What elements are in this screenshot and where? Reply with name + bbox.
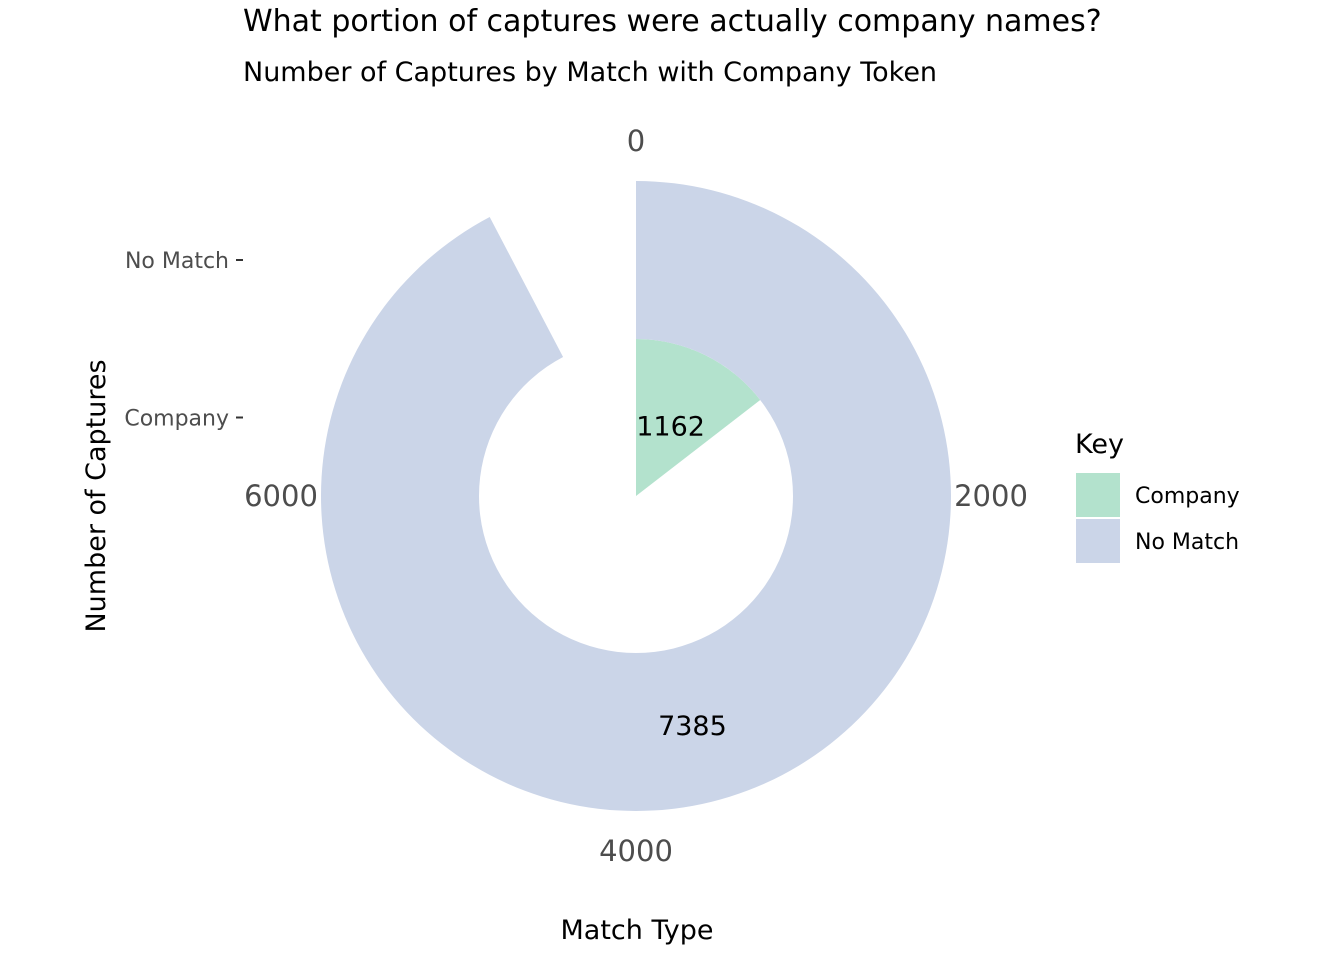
legend-label-company: Company bbox=[1135, 484, 1240, 509]
slice-company bbox=[636, 339, 761, 496]
radial-tick-label-2000: 2000 bbox=[954, 479, 1028, 513]
radial-tick-label-4000: 4000 bbox=[599, 834, 673, 868]
y-tick-label-no-match: No Match bbox=[125, 249, 229, 274]
slice-no-match bbox=[321, 181, 951, 812]
data-label-no-match: 7385 bbox=[658, 711, 727, 742]
x-axis-title: Match Type bbox=[561, 915, 714, 946]
y-tick-label-company: Company bbox=[124, 407, 229, 432]
legend-label-no-match: No Match bbox=[1135, 530, 1239, 555]
y-axis-ticks: No Match Company bbox=[124, 249, 243, 432]
chart-title: What portion of captures were actually c… bbox=[243, 4, 1102, 39]
data-labels: 1162 7385 bbox=[636, 412, 727, 743]
y-axis-title: Number of Captures bbox=[81, 359, 112, 632]
donut-rings bbox=[321, 181, 951, 812]
legend-swatch-company bbox=[1074, 471, 1122, 519]
radial-tick-label-0: 0 bbox=[627, 124, 645, 158]
radial-axis-ticks: 0 2000 4000 6000 bbox=[244, 124, 1028, 868]
data-label-company: 1162 bbox=[636, 412, 705, 443]
radial-tick-label-6000: 6000 bbox=[244, 479, 318, 513]
legend-swatch-no-match bbox=[1074, 517, 1122, 565]
legend: Key Company No Match bbox=[1074, 429, 1240, 565]
legend-title: Key bbox=[1075, 429, 1124, 460]
chart-subtitle: Number of Captures by Match with Company… bbox=[243, 57, 937, 88]
